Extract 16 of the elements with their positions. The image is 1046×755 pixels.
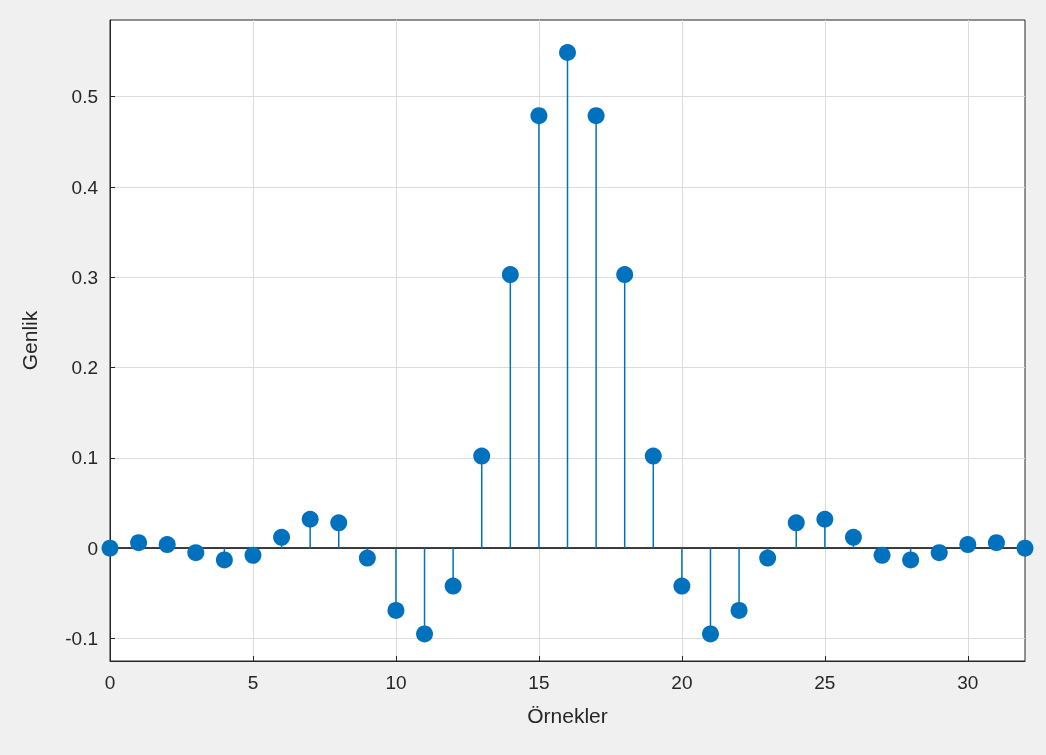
y-tick-label: 0 — [87, 537, 98, 559]
y-tick-label: 0.4 — [71, 176, 99, 198]
y-tick-label: 0.3 — [71, 266, 98, 288]
y-tick-label: 0.2 — [71, 357, 98, 379]
x-axis-title: Örnekler — [527, 704, 608, 727]
y-tick-label: 0.5 — [71, 86, 98, 108]
y-tick-label: -0.1 — [65, 627, 98, 649]
x-tick-label: 15 — [528, 672, 550, 693]
x-tick-label: 25 — [814, 672, 836, 693]
x-tick-label: 5 — [247, 672, 259, 693]
x-tick-label: 20 — [671, 672, 693, 693]
y-axis-title: Genlik — [18, 310, 41, 371]
x-tick-label: 30 — [957, 672, 979, 693]
x-tick-label: 10 — [385, 672, 407, 693]
y-tick-label: 0.1 — [71, 447, 98, 469]
x-tick-label: 0 — [104, 672, 116, 693]
